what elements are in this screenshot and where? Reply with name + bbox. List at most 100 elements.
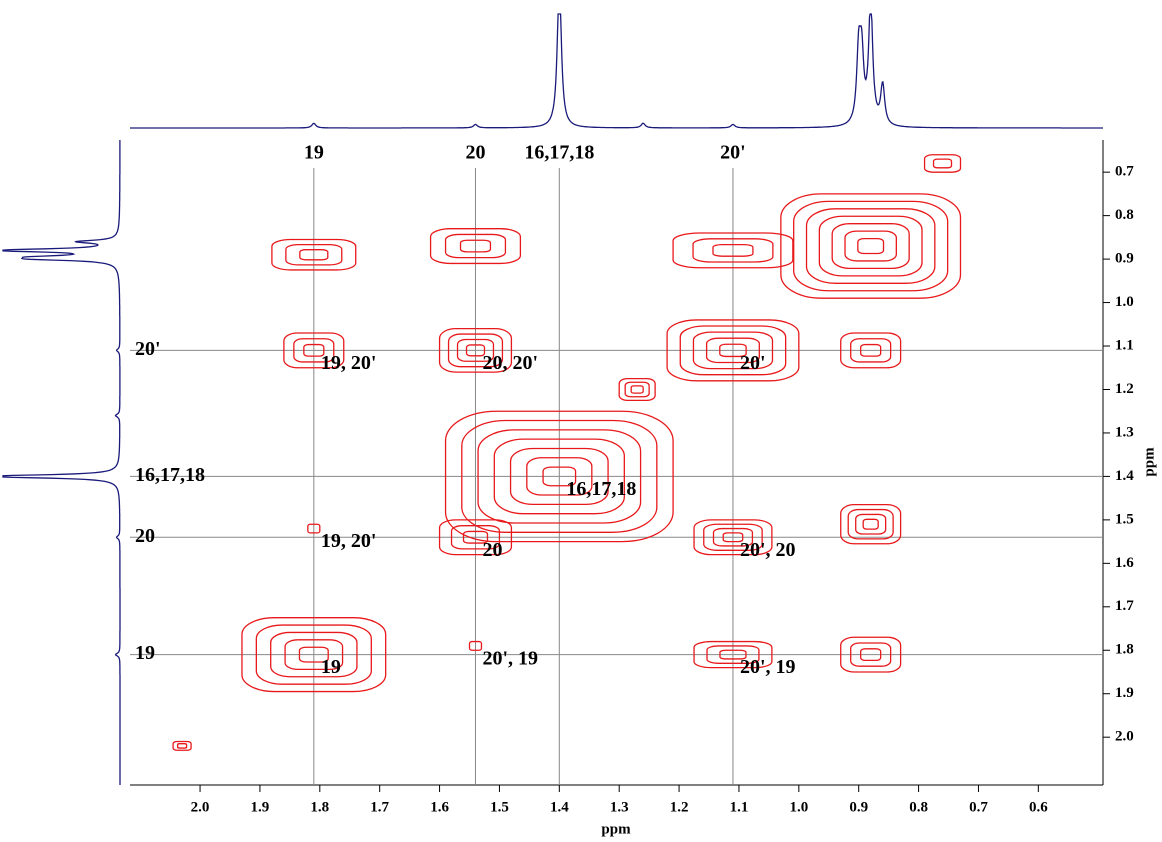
peak-label: 19, 20' [321,530,377,552]
contour [719,343,747,358]
contour [780,193,962,299]
peak-label: 20 [482,539,502,561]
contour [793,200,949,292]
x-tick-label: 0.6 [1029,799,1048,815]
y-tick-label: 1.7 [1115,598,1134,614]
contour [692,331,774,370]
x-tick-label: 0.8 [909,799,928,815]
contour [618,377,656,401]
contour [722,532,744,543]
y-tick-label: 1.5 [1115,511,1134,527]
y-tick-label: 0.8 [1115,207,1134,223]
x-tick-label: 2.0 [191,799,210,815]
left-signal-label: 16,17,18 [135,464,205,486]
contour [283,332,345,369]
left-signal-label: 19 [135,642,155,664]
contour [693,519,773,556]
x-tick-label: 1.5 [490,799,509,815]
contour [847,508,894,540]
contour [438,327,513,373]
x-tick-label: 1.2 [670,799,689,815]
y-tick-label: 1.1 [1115,337,1134,353]
contour [666,319,800,382]
left-signal-label: 20' [135,338,161,360]
signal-label: 16,17,18 [524,142,594,164]
contour [444,233,507,259]
contour [299,249,329,261]
x-tick-label: 1.1 [730,799,749,815]
contour [444,410,674,543]
signal-label: 19 [304,142,324,164]
contour [271,238,357,271]
contour [855,513,887,535]
contour [679,325,787,376]
contour [850,642,892,667]
y-tick-label: 1.3 [1115,424,1134,440]
contour [462,530,489,544]
y-tick-label: 1.0 [1115,294,1134,310]
signal-label: 20' [720,142,746,164]
contour [270,631,358,678]
contour [862,518,879,530]
contour [706,645,760,664]
contour [285,243,343,266]
contour [172,740,192,751]
contour [468,640,483,651]
y-tick-label: 1.6 [1115,555,1134,571]
y-axis-label: ppm [1141,447,1157,477]
x-tick-label: 0.9 [849,799,868,815]
contour [624,381,650,398]
contour [692,238,774,263]
peak-label: 20' [740,352,766,374]
contour [719,649,747,660]
contour [461,419,658,533]
x-tick-label: 1.7 [370,799,389,815]
contour [176,743,188,749]
top-projection [130,13,1103,129]
contour [712,243,754,257]
contour [465,344,486,357]
contour [932,158,953,169]
contour [840,636,902,673]
peak-label: 20', 19 [482,648,538,670]
contour [255,624,372,685]
contour [703,523,763,551]
x-tick-label: 1.0 [789,799,808,815]
contour [447,333,504,368]
peak-label: 20', 20 [740,539,796,561]
contour [293,338,335,363]
x-tick-label: 1.4 [550,799,569,815]
peak-label: 16,17,18 [566,478,636,500]
contour [672,232,794,269]
contour [509,447,609,505]
x-tick-label: 1.8 [310,799,329,815]
y-tick-label: 1.9 [1115,685,1134,701]
contour [860,648,882,662]
contour [429,228,522,265]
x-axis-label: ppm [601,821,631,837]
contour [840,504,902,545]
contour [456,338,495,362]
y-tick-label: 1.8 [1115,642,1134,658]
contour [241,617,387,693]
y-tick-label: 2.0 [1115,729,1134,745]
y-tick-label: 0.9 [1115,251,1134,267]
contour [840,332,902,369]
contour [693,640,773,669]
contour [307,523,321,534]
contour [850,338,892,363]
peak-label: 19 [321,656,341,678]
contour [818,215,923,277]
contour [284,639,344,671]
peak-label: 20, 20' [482,352,538,374]
contour [493,438,625,515]
peak-label: 20', 19 [740,656,796,678]
contour [831,223,910,270]
contour [526,457,593,496]
contour [298,646,329,663]
contour [860,343,882,357]
contour [542,466,577,487]
x-tick-label: 0.7 [969,799,988,815]
contour [705,337,760,364]
signal-label: 20 [465,142,485,164]
